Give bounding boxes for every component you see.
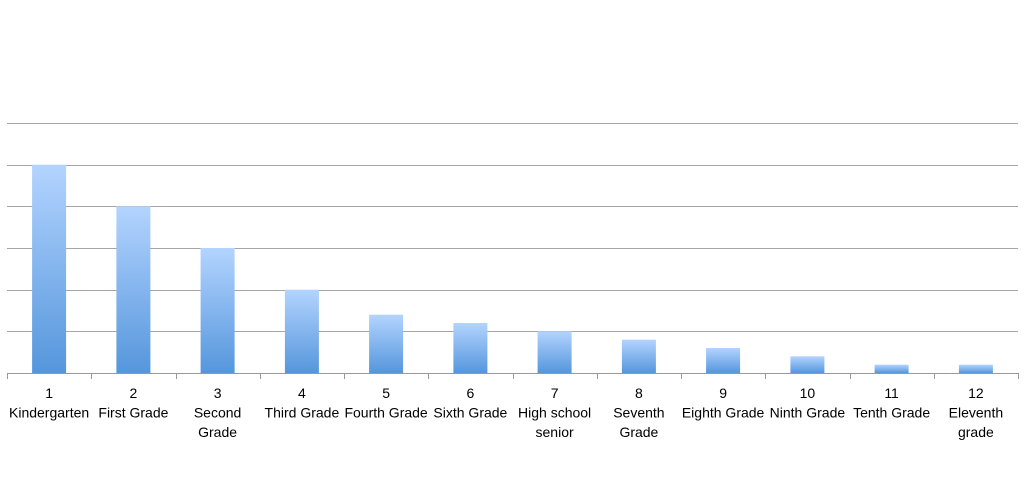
category-number: 2 (130, 385, 138, 401)
category-number: 9 (719, 385, 727, 401)
bar-3 (200, 248, 235, 373)
bar-6 (453, 323, 488, 373)
category-label-line: Sixth Grade (433, 405, 507, 421)
x-tick-label-5: 5 Fourth Grade (344, 385, 427, 421)
bar-4 (284, 289, 319, 373)
x-tick-label-9: 9 Eighth Grade (682, 385, 765, 421)
category-label-line: Kindergarten (9, 405, 89, 421)
x-tick-label-3: 3 Second Grade (194, 385, 241, 440)
bars (32, 164, 993, 373)
bar-2 (116, 206, 151, 373)
bar-1 (32, 164, 67, 373)
bar-11 (874, 364, 909, 373)
category-number: 10 (800, 385, 816, 401)
x-tick-label-11: 11 Tenth Grade (853, 385, 930, 421)
category-label-line: Grade (619, 424, 658, 440)
x-tick-label-10: 10 Ninth Grade (770, 385, 846, 421)
category-label-line: senior (536, 424, 574, 440)
bar-7 (537, 331, 572, 373)
category-number: 12 (968, 385, 984, 401)
category-label-line: Second (194, 405, 241, 421)
x-axis-labels: 1 Kindergarten 2 First Grade 3 Second Grade 4 Th… (9, 385, 1003, 440)
category-label-line: Seventh (613, 405, 664, 421)
category-label-line: Eleventh (949, 405, 1003, 421)
category-number: 1 (45, 385, 53, 401)
category-number: 7 (551, 385, 559, 401)
x-tick-label-1: 1 Kindergarten (9, 385, 89, 421)
category-label-line: Third Grade (265, 405, 340, 421)
bar-8 (621, 339, 656, 373)
category-label-line: grade (958, 424, 994, 440)
bar-5 (369, 314, 404, 373)
category-number: 4 (298, 385, 306, 401)
category-number: 11 (884, 385, 899, 401)
category-label-line: Fourth Grade (344, 405, 427, 421)
category-label-line: First Grade (98, 405, 168, 421)
category-number: 6 (467, 385, 475, 401)
category-label-line: High school (518, 405, 591, 421)
category-label-line: Eighth Grade (682, 405, 765, 421)
bar-9 (706, 348, 741, 373)
x-tick-label-8: 8 Seventh Grade (613, 385, 664, 440)
category-number: 8 (635, 385, 643, 401)
x-tick-label-4: 4 Third Grade (265, 385, 340, 421)
x-tick-label-2: 2 First Grade (98, 385, 168, 421)
category-label-line: Ninth Grade (770, 405, 846, 421)
category-label-line: Tenth Grade (853, 405, 930, 421)
bar-10 (790, 356, 825, 373)
gridlines (7, 123, 1018, 332)
x-tick-label-7: 7 High school senior (518, 385, 591, 440)
category-label-line: Grade (198, 424, 237, 440)
x-axis (7, 373, 1019, 379)
bar-12 (958, 364, 993, 373)
x-tick-label-6: 6 Sixth Grade (433, 385, 507, 421)
x-tick-label-12: 12 Eleventh grade (949, 385, 1003, 440)
category-number: 3 (214, 385, 222, 401)
category-number: 5 (382, 385, 390, 401)
